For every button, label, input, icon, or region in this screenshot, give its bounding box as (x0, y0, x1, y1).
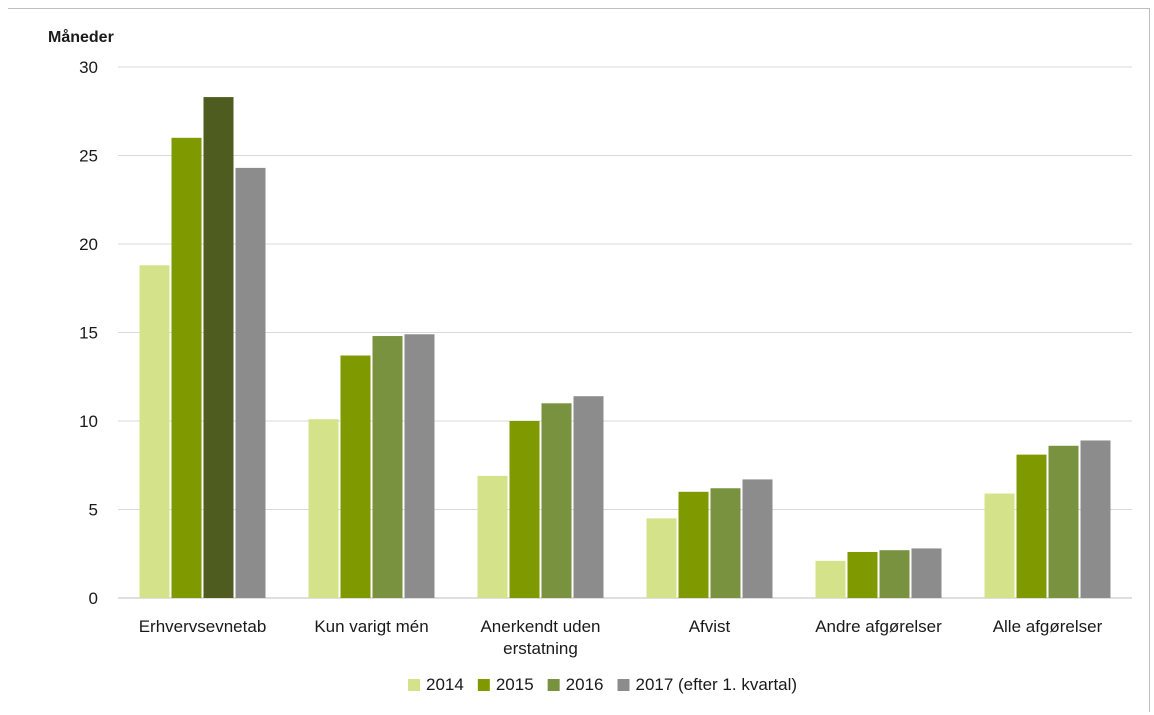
category-label: Kun varigt mén (314, 617, 428, 636)
category-label: Andre afgørelser (815, 617, 942, 636)
y-axis-title: Måneder (48, 28, 114, 46)
bar-2017-2 (573, 396, 604, 598)
x-axis-labels: Erhvervsevnetab Kun varigt mén Anerkendt u… (139, 617, 1103, 658)
bar-2017-0 (235, 167, 266, 598)
bar-2014-3 (646, 518, 677, 598)
legend-swatch (617, 679, 630, 691)
y-tick-label: 20 (79, 235, 98, 254)
bar-2016-1 (372, 336, 403, 598)
category-label: Erhvervsevnetab (139, 617, 267, 636)
legend-label: 2015 (496, 675, 534, 694)
bar-2015-1 (340, 355, 371, 598)
bar-2014-4 (815, 560, 846, 598)
bar-2015-3 (678, 491, 709, 598)
category-label: Alle afgørelser (993, 617, 1103, 636)
bar-2016-4 (879, 550, 910, 598)
legend-swatch (547, 679, 560, 691)
gridlines (118, 66, 1132, 599)
legend-swatch (408, 679, 420, 691)
legend: 2014 2015 2016 2017 (efter 1. kvartal) (408, 675, 797, 694)
legend-label: 2014 (426, 675, 464, 694)
legend-label: 2016 (566, 675, 604, 694)
bar-2014-5 (984, 493, 1015, 598)
bar-2017-1 (404, 334, 435, 598)
y-tick-label: 15 (79, 324, 98, 343)
chart-frame (8, 8, 1150, 712)
bar-2016-3 (710, 488, 741, 598)
bar-2015-0 (171, 137, 202, 599)
bar-2015-5 (1016, 454, 1047, 598)
y-tick-label: 25 (79, 147, 98, 166)
legend-swatch (477, 679, 490, 691)
bar-2014-2 (477, 475, 508, 598)
bar-2015-2 (509, 421, 540, 598)
category-label: Afvist (689, 617, 731, 636)
category-label: Anerkendt uden erstatning (480, 617, 600, 658)
y-axis-ticks: 0 5 10 15 20 25 30 (79, 58, 98, 608)
bar-2017-3 (742, 479, 773, 598)
y-tick-label: 5 (89, 501, 98, 520)
bar-2016-5 (1048, 445, 1079, 598)
y-tick-label: 30 (79, 58, 98, 77)
y-tick-label: 0 (89, 589, 98, 608)
bars (139, 97, 1111, 599)
bar-2015-4 (847, 551, 878, 598)
bar-2017-5 (1080, 440, 1111, 598)
bar-2014-1 (308, 419, 339, 598)
bar-2016-2 (541, 403, 572, 598)
y-tick-label: 10 (79, 412, 98, 431)
bar-2014-0 (139, 265, 170, 598)
legend-label: 2017 (efter 1. kvartal) (635, 675, 797, 694)
bar-2017-4 (911, 548, 942, 598)
bar-2016-0 (203, 97, 234, 598)
